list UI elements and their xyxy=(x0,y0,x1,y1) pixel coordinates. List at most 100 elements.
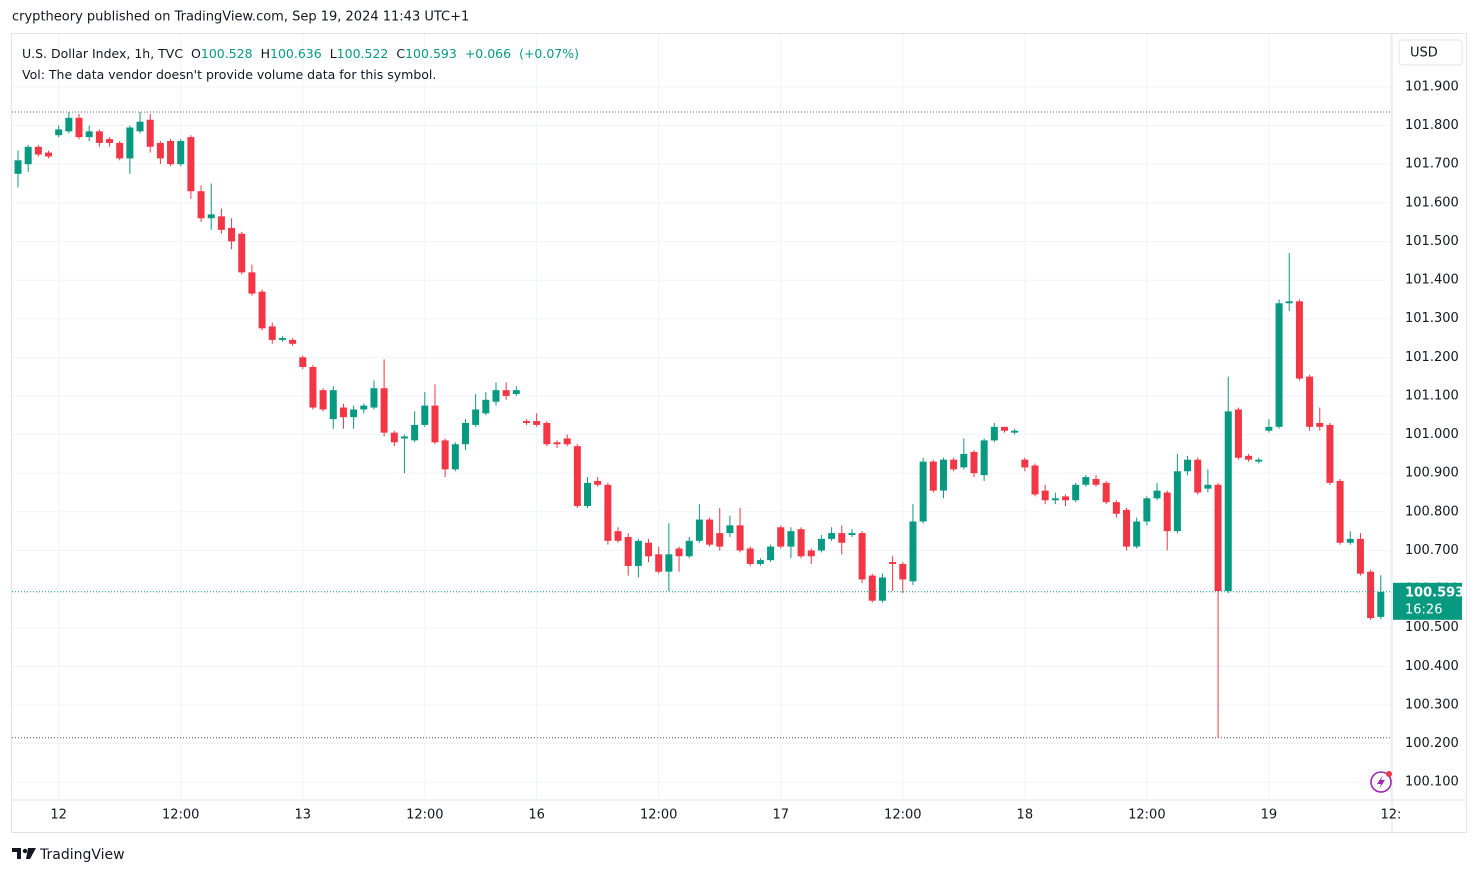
currency-button[interactable] xyxy=(1398,39,1463,66)
candle-body xyxy=(990,426,998,441)
last-price-label: 100.593 xyxy=(1405,585,1464,600)
candle-body xyxy=(360,405,368,410)
candle-body xyxy=(472,409,480,425)
y-tick-label: 101.100 xyxy=(1405,388,1459,403)
candle-body xyxy=(1062,496,1070,501)
candle-body xyxy=(248,272,256,294)
y-tick-label: 100.300 xyxy=(1405,697,1459,712)
field-value: 100.522 xyxy=(336,46,389,61)
candle-body xyxy=(1326,424,1334,483)
candle-body xyxy=(1367,571,1375,619)
candle-body xyxy=(1041,490,1049,501)
candle-body xyxy=(1092,478,1100,485)
candle-body xyxy=(461,422,469,445)
field-value: 100.593 xyxy=(405,46,457,61)
publisher-line: cryptheory published on TradingView.com,… xyxy=(12,10,469,25)
candle-body xyxy=(1112,502,1120,514)
candle-body xyxy=(1173,471,1181,532)
candle-body xyxy=(197,191,205,219)
candle-body xyxy=(75,117,83,138)
candle-body xyxy=(319,390,327,410)
candle-body xyxy=(533,421,541,425)
y-tick-label: 101.200 xyxy=(1405,350,1459,365)
candle-body xyxy=(268,326,276,340)
candle-body xyxy=(665,554,673,572)
candle-body xyxy=(106,139,114,143)
candle-body xyxy=(523,421,530,423)
y-tick-label: 101.300 xyxy=(1405,311,1459,326)
candle-body xyxy=(767,546,775,561)
currency[interactable]: USD xyxy=(1410,46,1438,61)
candle-body xyxy=(695,519,703,541)
candle-body xyxy=(1204,484,1212,489)
candle-body xyxy=(350,409,358,418)
candle-body xyxy=(828,533,836,539)
alert-icon[interactable] xyxy=(1370,771,1392,793)
legend: U.S. Dollar Index, 1h, TVC O100.528 H100.… xyxy=(22,43,587,85)
y-tick-label: 101.800 xyxy=(1405,118,1459,133)
y-tick-label: 101.900 xyxy=(1405,79,1459,94)
candle-body xyxy=(807,550,815,557)
candle-body xyxy=(14,160,22,174)
candle-body xyxy=(919,461,927,522)
candle-body xyxy=(706,519,714,545)
candle-body xyxy=(685,540,693,557)
candle-body xyxy=(1153,490,1161,499)
legend-row: U.S. Dollar Index, 1h, TVC O100.528 H100.… xyxy=(22,43,587,64)
candle-body xyxy=(838,533,846,543)
candle-body xyxy=(370,388,378,408)
candle-body xyxy=(1214,484,1222,592)
y-tick-label: 100.200 xyxy=(1405,736,1459,751)
countdown: 16:26 xyxy=(1405,602,1442,617)
y-tick-label: 101.700 xyxy=(1405,157,1459,172)
change-pct: (+0.07%) xyxy=(519,46,580,61)
candle-body xyxy=(929,461,937,491)
axes: 100.100100.200100.300100.400100.500100.6… xyxy=(50,79,1464,822)
candle-body xyxy=(584,482,592,507)
candle-body xyxy=(167,141,175,165)
candle-body xyxy=(1306,376,1314,427)
candle-body xyxy=(777,527,785,547)
candle-body xyxy=(228,227,236,242)
candle-body xyxy=(1265,426,1273,431)
candle-body xyxy=(156,142,164,159)
candle-body xyxy=(573,446,581,507)
candle-body xyxy=(1245,455,1253,460)
candle-body xyxy=(1123,509,1131,547)
candle-body xyxy=(1000,426,1008,431)
candle-body xyxy=(950,459,958,470)
candle-body xyxy=(390,432,398,443)
candle-body xyxy=(726,525,734,534)
candle-body xyxy=(1336,480,1344,543)
candle-body xyxy=(1102,482,1110,503)
candle-body xyxy=(207,214,215,219)
candle-body xyxy=(146,119,154,147)
x-tick-label: 12:00 xyxy=(884,808,921,823)
candle-body xyxy=(431,405,439,443)
candle-body xyxy=(1377,591,1385,617)
candle-body xyxy=(126,127,134,159)
x-tick-label: 12:00 xyxy=(162,808,199,823)
ohlc-fields: O100.528 H100.636 L100.522 C100.593 xyxy=(191,46,465,61)
candle-body xyxy=(1143,498,1151,522)
brand: TradingView xyxy=(39,847,125,863)
candle-body xyxy=(1011,430,1019,433)
candle-body xyxy=(1316,422,1324,427)
candle-body xyxy=(736,525,744,551)
candle-body xyxy=(1234,409,1242,458)
candle-body xyxy=(868,575,876,601)
candle-body xyxy=(1194,459,1202,493)
chart-frame xyxy=(11,33,1467,833)
x-tick-label: 12:00 xyxy=(1128,808,1165,823)
candle-body xyxy=(878,577,886,601)
candle-body xyxy=(543,422,551,445)
x-tick-label: 12:00 xyxy=(640,808,677,823)
candle-body xyxy=(1163,492,1171,532)
candle-body xyxy=(1346,538,1354,543)
candle-body xyxy=(817,538,825,551)
candle-body xyxy=(553,442,561,445)
candle-body xyxy=(980,440,988,476)
field-key: L xyxy=(329,46,337,61)
x-tick-label: 12 xyxy=(50,808,67,823)
